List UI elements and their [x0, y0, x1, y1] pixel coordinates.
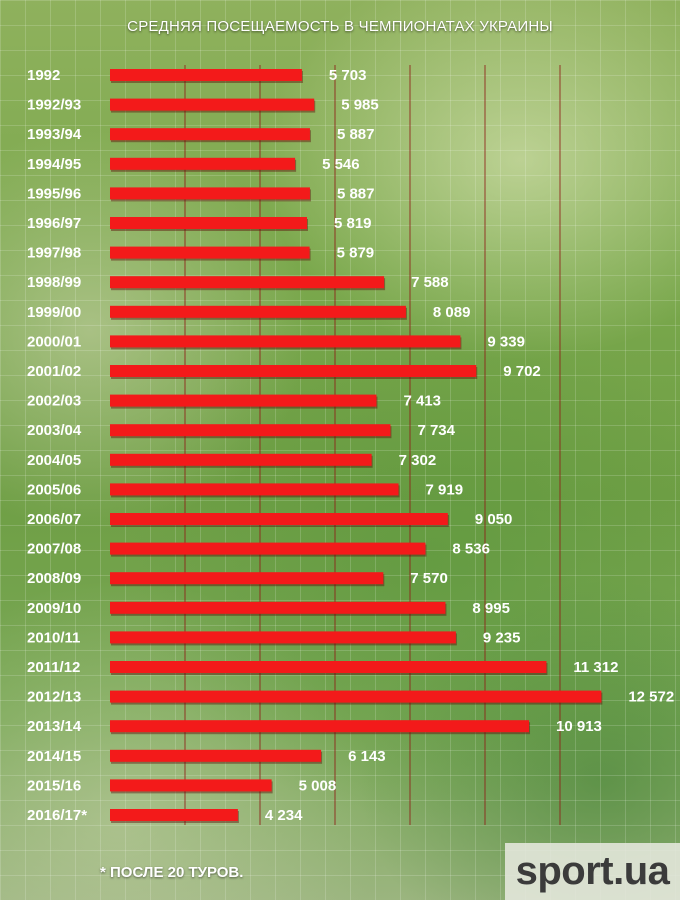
value-label: 9 339 — [487, 333, 525, 350]
value-label: 6 143 — [348, 748, 386, 765]
bar-2011/12 — [110, 661, 547, 673]
value-label: 11 312 — [573, 659, 618, 676]
value-label: 7 919 — [426, 481, 464, 498]
value-label: 5 546 — [322, 156, 360, 173]
bar-2001/02 — [110, 365, 477, 377]
value-label: 8 536 — [452, 541, 490, 558]
bar-2002/03 — [110, 394, 377, 407]
bar-1992 — [110, 69, 302, 81]
category-label: 2002/03 — [27, 393, 81, 410]
category-label: 2006/07 — [27, 511, 81, 528]
bar-2003/04 — [110, 424, 391, 437]
category-label: 2000/01 — [27, 333, 81, 350]
chart-title: СРЕДНЯЯ ПОСЕЩАЕМОСТЬ В ЧЕМПИОНАТАХ УКРАИ… — [127, 18, 553, 35]
value-label: 10 913 — [556, 718, 602, 735]
value-label: 5 985 — [341, 97, 379, 114]
category-label: 1992 — [27, 67, 60, 84]
logo-text: sport.ua — [515, 849, 670, 893]
bar-1998/99 — [110, 276, 385, 289]
category-label: 2012/13 — [27, 689, 81, 706]
category-label: 1993/94 — [27, 126, 82, 143]
bar-1996/97 — [110, 217, 307, 229]
bar-2004/05 — [110, 453, 372, 466]
category-label: 2011/12 — [27, 659, 80, 676]
sport-ua-logo[interactable]: sport.ua — [505, 843, 680, 900]
bar-1999/00 — [110, 305, 406, 318]
bar-2009/10 — [110, 601, 446, 614]
chart-bars — [110, 69, 603, 823]
category-label: 2001/02 — [27, 363, 81, 380]
category-label: 1995/96 — [27, 185, 81, 202]
value-label: 5 703 — [329, 67, 367, 84]
category-label: 1999/00 — [27, 304, 81, 321]
bar-2000/01 — [110, 335, 461, 348]
value-label: 7 588 — [411, 274, 449, 291]
value-label: 7 570 — [410, 570, 448, 587]
category-label: 2013/14 — [27, 718, 82, 735]
bar-1994/95 — [110, 157, 296, 170]
value-label: 9 235 — [483, 629, 521, 646]
bar-1992/93 — [110, 98, 315, 111]
category-label: 1997/98 — [27, 245, 81, 262]
value-label: 12 572 — [628, 689, 674, 706]
category-label: 2016/17* — [27, 807, 87, 824]
bar-2010/11 — [110, 631, 456, 644]
category-label: 1996/97 — [27, 215, 81, 232]
bar-2013/14 — [110, 720, 530, 733]
value-label: 9 702 — [503, 363, 541, 380]
value-label: 7 413 — [403, 393, 441, 410]
footnote: * ПОСЛЕ 20 ТУРОВ. — [100, 864, 244, 881]
category-label: 1992/93 — [27, 97, 81, 114]
bar-2007/08 — [110, 542, 426, 555]
category-label: 2007/08 — [27, 541, 81, 558]
bar-2016/17* — [110, 809, 238, 821]
category-label: 2005/06 — [27, 481, 81, 498]
chart-gridlines — [184, 65, 561, 825]
value-label: 5 819 — [334, 215, 372, 232]
category-label: 2009/10 — [27, 600, 81, 617]
category-label: 1994/95 — [27, 156, 81, 173]
value-label: 9 050 — [475, 511, 513, 528]
bar-1997/98 — [110, 246, 310, 259]
bar-2014/15 — [110, 749, 322, 762]
bar-2015/16 — [110, 779, 272, 792]
bar-1993/94 — [110, 128, 310, 141]
bar-2012/13 — [110, 690, 602, 703]
value-label: 8 089 — [433, 304, 471, 321]
value-label: 7 302 — [399, 452, 437, 469]
bar-2005/06 — [110, 483, 399, 496]
category-label: 1998/99 — [27, 274, 81, 291]
category-label: 2004/05 — [27, 452, 81, 469]
bar-1995/96 — [110, 187, 310, 200]
chart-category-labels: 1992 1992/93 1993/94 1994/95 1995/96 1996/97 1… — [27, 67, 87, 824]
bar-2006/07 — [110, 513, 448, 525]
chart-value-labels: 5 703 5 985 5 887 5 546 5 887 5 819 5 879 7 588… — [265, 67, 674, 824]
category-label: 2003/04 — [27, 422, 82, 439]
value-label: 7 734 — [417, 422, 455, 439]
category-label: 2014/15 — [27, 748, 81, 765]
category-label: 2008/09 — [27, 570, 81, 587]
category-label: 2015/16 — [27, 777, 81, 794]
value-label: 5 879 — [337, 245, 375, 262]
value-label: 4 234 — [265, 807, 303, 824]
value-label: 5 887 — [337, 126, 375, 143]
value-label: 5 008 — [299, 777, 337, 794]
bar-2008/09 — [110, 572, 384, 585]
value-label: 5 887 — [337, 185, 375, 202]
value-label: 8 995 — [472, 600, 510, 617]
category-label: 2010/11 — [27, 629, 80, 646]
